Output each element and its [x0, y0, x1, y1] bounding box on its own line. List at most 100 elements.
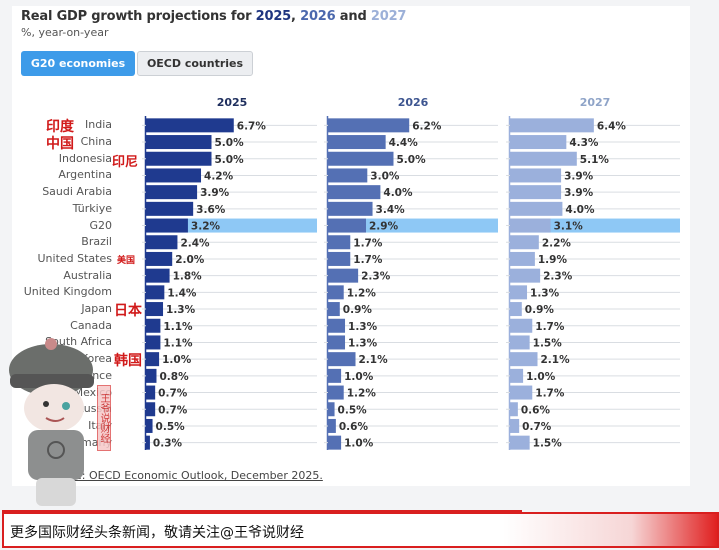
bar-2026-united-kingdom	[328, 285, 344, 300]
bar-2027-türkiye	[510, 201, 563, 216]
category-label: United Kingdom	[23, 285, 112, 299]
title-sep: and	[335, 9, 371, 24]
data-label: 1.3%	[166, 304, 196, 316]
tab-g20-economies[interactable]: G20 economies	[21, 51, 135, 76]
chinese-annotation: 韩国	[114, 353, 142, 370]
bar-2025-italy	[146, 418, 153, 433]
data-label: 0.7%	[522, 421, 552, 433]
bar-2027-china	[510, 135, 567, 150]
data-label: 3.1%	[554, 221, 584, 233]
category-label: Canada	[70, 318, 112, 332]
chinese-annotation: 印度	[46, 119, 74, 136]
bar-2027-canada	[510, 318, 533, 333]
bar-2025-france	[146, 368, 157, 383]
bar-2026-g20	[328, 218, 366, 233]
highlight-row-2026	[328, 218, 498, 233]
data-label: 2.9%	[369, 221, 399, 233]
data-label: 0.6%	[339, 421, 369, 433]
data-label: 1.0%	[162, 354, 192, 366]
title-year-2025: 2025	[255, 9, 292, 24]
source-link[interactable]: Source: OECD Economic Outlook, December …	[44, 469, 323, 482]
category-label: United States	[37, 251, 113, 265]
bar-2025-brazil	[146, 235, 178, 250]
bar-2026-canada	[328, 318, 346, 333]
bar-2025-australia	[146, 268, 170, 283]
category-label: Türkiye	[72, 201, 112, 215]
bar-2025-saudi-arabia	[146, 185, 198, 200]
chinese-annotation: 印尼	[112, 154, 139, 170]
data-label: 5.0%	[215, 137, 245, 149]
bar-2025-mexico	[146, 385, 156, 400]
bar-2025-china	[146, 135, 212, 150]
bar-2026-indonesia	[328, 151, 394, 166]
data-label: 4.0%	[383, 187, 413, 199]
bar-2027-india	[510, 118, 594, 133]
bar-2025-canada	[146, 318, 161, 333]
category-label: China	[80, 135, 112, 149]
data-label: 1.1%	[163, 321, 193, 333]
bar-2026-germany	[328, 435, 342, 450]
chinese-annotation: 美国	[117, 255, 136, 266]
bar-2025-united-kingdom	[146, 285, 165, 300]
data-label: 1.9%	[538, 254, 568, 266]
category-label: India	[85, 118, 112, 132]
bar-2026-china	[328, 135, 386, 150]
bar-2025-south-africa	[146, 335, 161, 350]
data-label: 1.0%	[526, 371, 556, 383]
data-label: 1.1%	[163, 337, 193, 349]
data-label: 3.4%	[376, 204, 406, 216]
chart-title: Real GDP growth projections for 2025, 20…	[21, 9, 406, 24]
chart-card	[12, 6, 690, 486]
data-label: 1.2%	[347, 388, 377, 400]
bar-2027-japan	[510, 302, 522, 317]
bar-2027-g20	[510, 218, 551, 233]
promo-banner: 更多国际财经头条新闻，敬请关注@王爷说财经	[2, 512, 719, 548]
bar-2026-italy	[328, 418, 336, 433]
banner-accent-line	[2, 510, 522, 513]
data-label: 0.5%	[338, 404, 368, 416]
chart-subtitle: %, year-on-year	[21, 26, 109, 39]
data-label: 5.1%	[580, 154, 610, 166]
category-label: Brazil	[81, 235, 112, 249]
data-label: 1.7%	[353, 237, 383, 249]
data-label: 0.7%	[158, 404, 188, 416]
data-label: 0.7%	[158, 388, 188, 400]
data-label: 3.6%	[196, 204, 226, 216]
bar-2025-india	[146, 118, 234, 133]
bar-2026-brazil	[328, 235, 351, 250]
data-label: 1.7%	[535, 321, 565, 333]
category-label: G20	[89, 218, 112, 232]
data-label: 6.4%	[597, 120, 627, 132]
highlight-row-2025	[146, 218, 317, 233]
bar-2026-south-africa	[328, 335, 346, 350]
data-label: 2.1%	[359, 354, 389, 366]
bar-2025-korea	[146, 352, 160, 367]
bar-2026-russia	[328, 402, 335, 417]
bar-2025-russia	[146, 402, 156, 417]
bar-2025-japan	[146, 302, 164, 317]
bar-2025-g20	[146, 218, 188, 233]
data-label: 0.6%	[521, 404, 551, 416]
data-label: 1.0%	[344, 438, 374, 450]
data-label: 6.7%	[237, 120, 267, 132]
category-label: Indonesia	[58, 151, 112, 165]
bar-2027-indonesia	[510, 151, 577, 166]
data-label: 1.3%	[348, 321, 378, 333]
title-sep: ,	[291, 9, 301, 24]
data-label: 5.0%	[215, 154, 245, 166]
data-label: 0.3%	[153, 438, 183, 450]
bar-2027-germany	[510, 435, 530, 450]
bar-2026-saudi-arabia	[328, 185, 381, 200]
data-label: 1.4%	[167, 287, 197, 299]
data-label: 3.9%	[200, 187, 230, 199]
tab-oecd-countries[interactable]: OECD countries	[137, 51, 253, 76]
bar-2027-russia	[510, 402, 518, 417]
year-header-2025: 2025	[217, 96, 248, 109]
bar-2027-australia	[510, 268, 541, 283]
bar-2026-mexico	[328, 385, 344, 400]
title-prefix: Real GDP growth projections for	[21, 9, 256, 24]
data-label: 0.5%	[156, 421, 186, 433]
data-label: 0.8%	[159, 371, 189, 383]
data-label: 3.2%	[191, 221, 221, 233]
data-label: 5.0%	[397, 154, 427, 166]
